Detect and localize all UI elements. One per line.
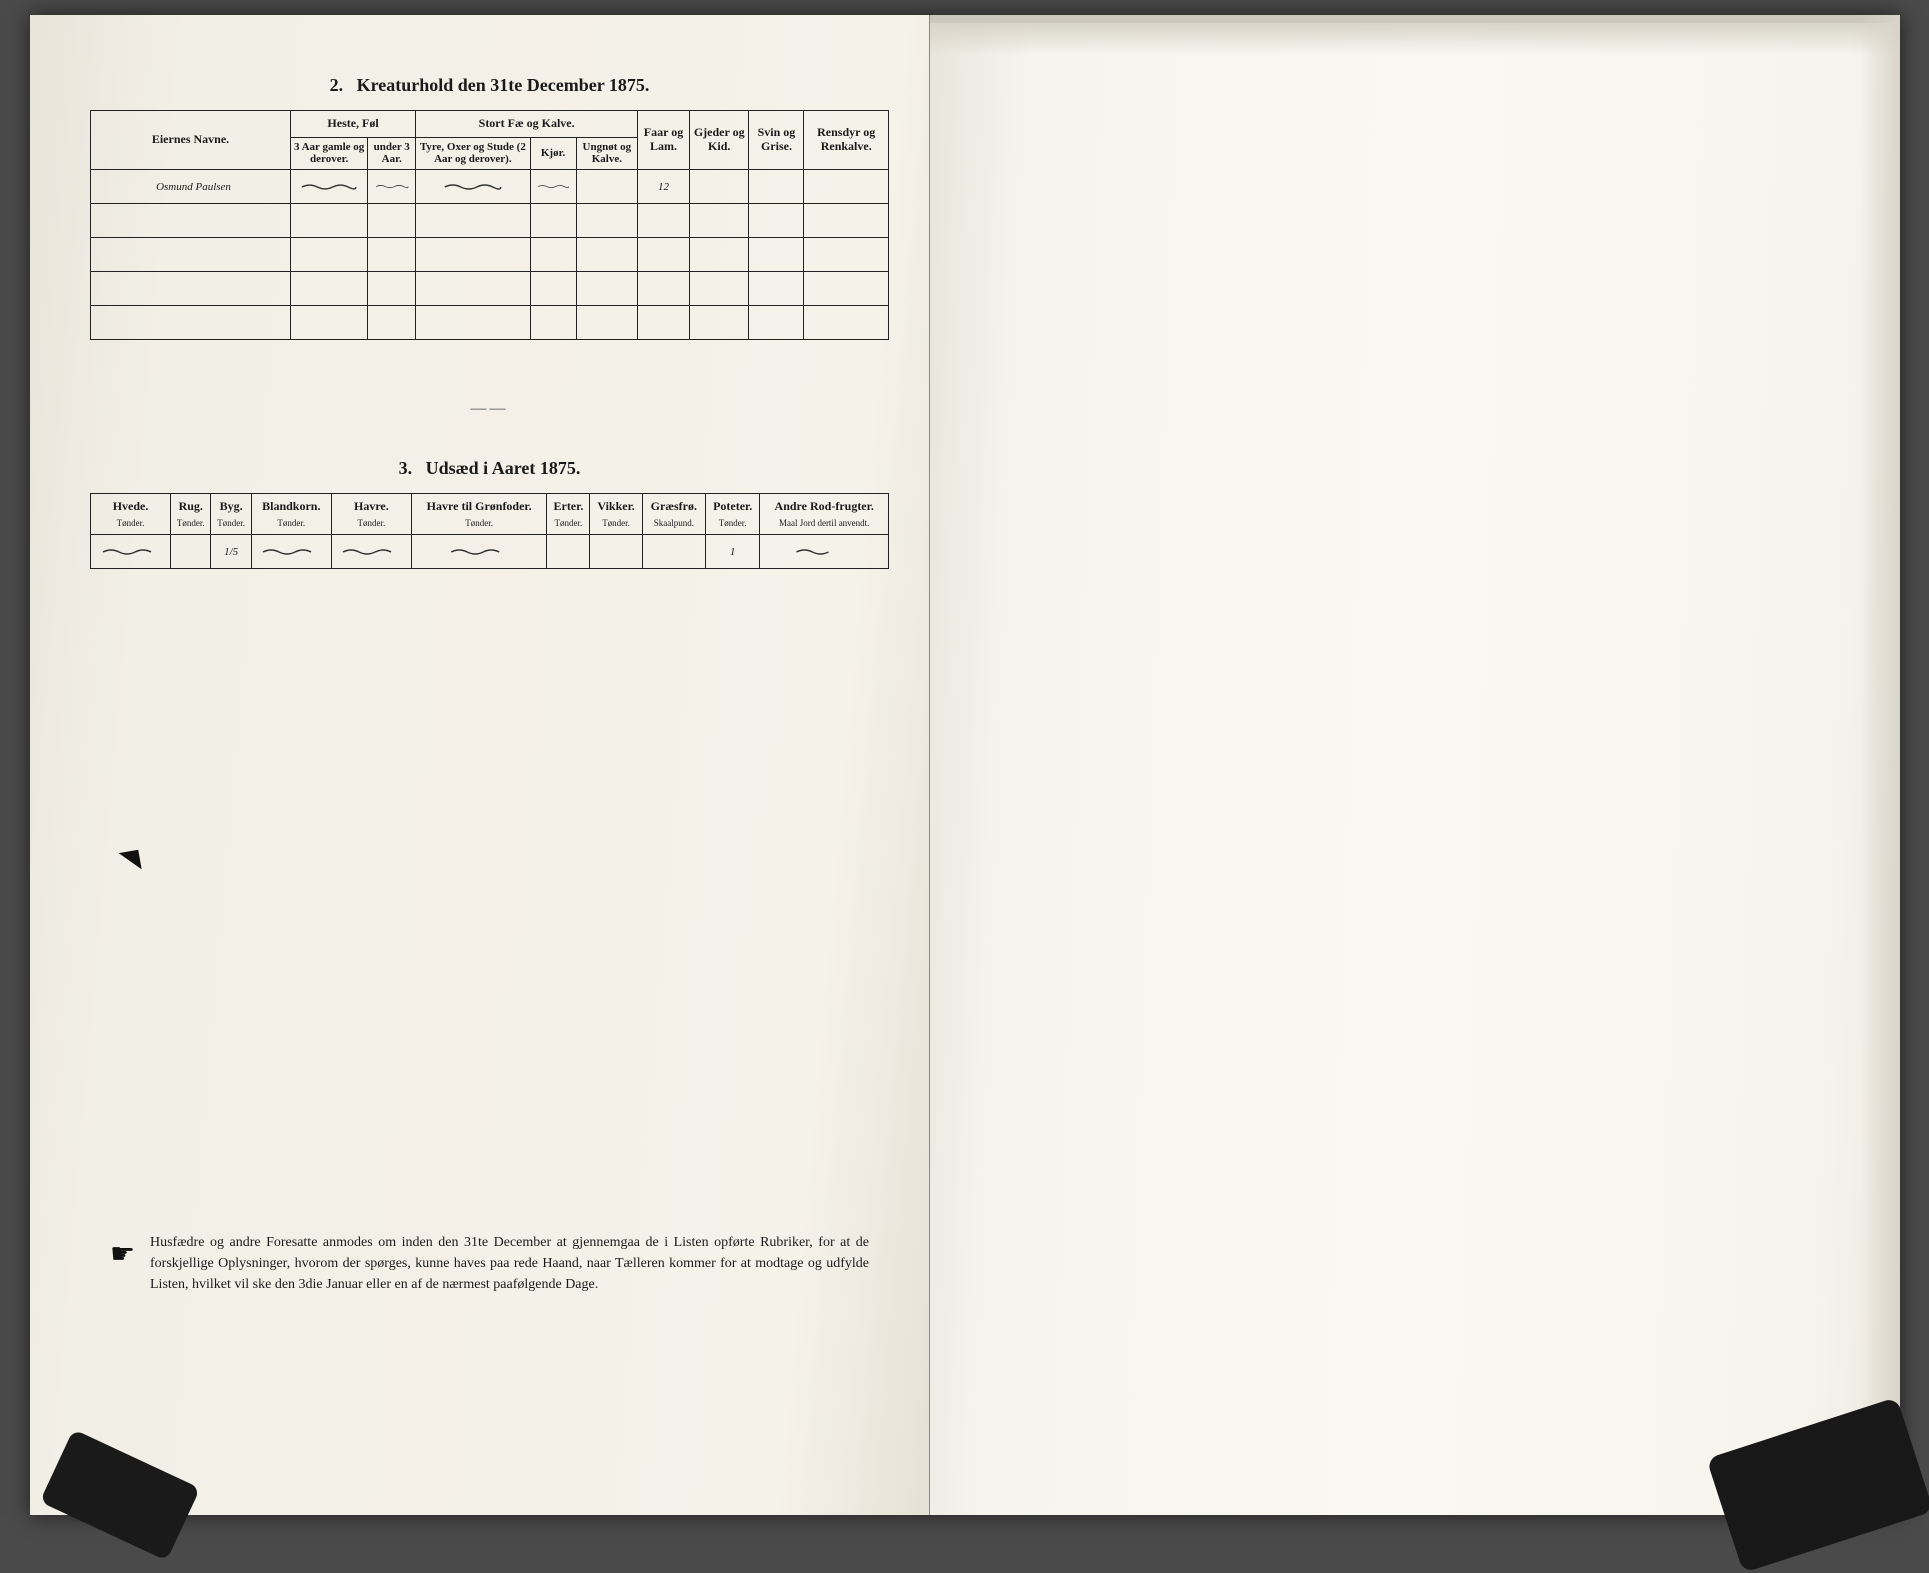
table-row — [91, 306, 889, 340]
sowing-header-row: Hvede.Tønder. Rug.Tønder. Byg.Tønder. Bl… — [91, 494, 889, 535]
col-oats: Havre.Tønder. — [331, 494, 411, 535]
ditto-mark — [101, 546, 161, 554]
ditto-mark — [775, 546, 874, 554]
table-row: Osmund Paulsen 12 — [91, 170, 889, 204]
corner-clip-left — [40, 1429, 201, 1561]
right-page — [930, 15, 1900, 1515]
colgroup-horses: Heste, Føl — [291, 111, 416, 138]
col-owner-name: Eiernes Navne. — [91, 111, 291, 170]
col-peas: Erter.Tønder. — [547, 494, 590, 535]
col-sheep: Faar og Lam. — [638, 111, 690, 170]
section-3-heading: Udsæd i Aaret 1875. — [426, 458, 581, 478]
footer-text: Husfædre og andre Foresatte anmodes om i… — [150, 1235, 869, 1292]
pointing-hand-icon: ☛ — [110, 1234, 135, 1276]
col-roots: Andre Rod-frugter.Maal Jord dertil anven… — [760, 494, 889, 535]
ditto-mark — [427, 546, 531, 554]
ditto-mark — [429, 181, 517, 189]
potato-cell: 1 — [705, 535, 759, 569]
ditto-mark — [375, 181, 409, 189]
colgroup-cattle: Stort Fæ og Kalve. — [416, 111, 638, 138]
cell — [171, 535, 211, 569]
col-mixed: Blandkorn.Tønder. — [251, 494, 331, 535]
cell — [547, 535, 590, 569]
cell — [291, 170, 368, 204]
ditto-mark — [261, 546, 321, 554]
section-3-number: 3. — [399, 458, 413, 478]
col-horses-under3: under 3 Aar. — [368, 137, 416, 169]
cell — [331, 535, 411, 569]
paper-tear-mark: ◥ — [118, 843, 143, 876]
col-goats: Gjeder og Kid. — [689, 111, 749, 170]
col-rye: Rug.Tønder. — [171, 494, 211, 535]
cell — [749, 170, 804, 204]
sheep-count-cell: 12 — [638, 170, 690, 204]
divider: —— — [90, 400, 889, 418]
ditto-mark — [537, 181, 570, 189]
cell — [642, 535, 705, 569]
ditto-mark — [300, 181, 358, 189]
cell — [251, 535, 331, 569]
section-2-title: 2. Kreaturhold den 31te December 1875. — [90, 75, 889, 96]
col-grass: Græsfrø.Skaalpund. — [642, 494, 705, 535]
col-potatoes: Poteter.Tønder. — [705, 494, 759, 535]
col-oats-green: Havre til Grønfoder.Tønder. — [411, 494, 547, 535]
table-row — [91, 204, 889, 238]
table-row — [91, 238, 889, 272]
livestock-tbody: Osmund Paulsen 12 — [91, 170, 889, 340]
col-reindeer: Rensdyr og Renkalve. — [804, 111, 889, 170]
cell — [530, 170, 576, 204]
cell — [576, 170, 638, 204]
cell — [760, 535, 889, 569]
cell — [689, 170, 749, 204]
livestock-table: Eiernes Navne. Heste, Føl Stort Fæ og Ka… — [90, 110, 889, 340]
col-cows: Kjør. — [530, 137, 576, 169]
table-row — [91, 272, 889, 306]
cell — [416, 170, 530, 204]
cell — [804, 170, 889, 204]
cell — [368, 170, 416, 204]
section-2-heading: Kreaturhold den 31te December 1875. — [357, 75, 650, 95]
col-bulls-oxen: Tyre, Oxer og Stude (2 Aar og derover). — [416, 137, 530, 169]
page-stack-right-edge — [1860, 15, 1900, 1515]
book-spread: 2. Kreaturhold den 31te December 1875. E… — [30, 15, 1900, 1515]
cell — [411, 535, 547, 569]
sowing-table: Hvede.Tønder. Rug.Tønder. Byg.Tønder. Bl… — [90, 493, 889, 569]
col-wheat: Hvede.Tønder. — [91, 494, 171, 535]
page-stack-top-edge — [930, 15, 1900, 55]
section-3-title: 3. Udsæd i Aaret 1875. — [90, 458, 889, 479]
col-barley: Byg.Tønder. — [211, 494, 251, 535]
cell — [590, 535, 642, 569]
table-row: 1/5 1 — [91, 535, 889, 569]
owner-name-cell: Osmund Paulsen — [91, 170, 291, 204]
section-2-number: 2. — [330, 75, 344, 95]
ditto-mark — [341, 546, 401, 554]
corner-clip-right — [1706, 1397, 1929, 1573]
col-pigs: Svin og Grise. — [749, 111, 804, 170]
col-calves: Ungnøt og Kalve. — [576, 137, 638, 169]
col-horses-3plus: 3 Aar gamle og derover. — [291, 137, 368, 169]
cell — [91, 535, 171, 569]
barley-cell: 1/5 — [211, 535, 251, 569]
left-page: 2. Kreaturhold den 31te December 1875. E… — [30, 15, 930, 1515]
footer-instruction: ☛ Husfædre og andre Foresatte anmodes om… — [150, 1232, 869, 1295]
col-vetches: Vikker.Tønder. — [590, 494, 642, 535]
